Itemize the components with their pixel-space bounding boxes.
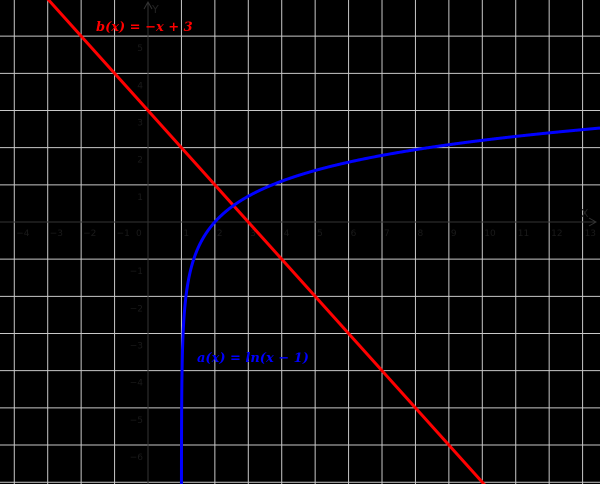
a-function-label: a(x) = ln(x − 1) (197, 351, 309, 366)
y-tick-label: −2 (130, 304, 143, 314)
origin-label: 0 (136, 229, 142, 239)
x-axis-arrow-icon (588, 217, 598, 227)
y-axis-arrow-icon (143, 0, 153, 10)
b-function-curve (46, 0, 486, 484)
x-tick-label: 4 (284, 229, 290, 239)
x-tick-label: 8 (417, 229, 423, 239)
y-tick-label: −6 (130, 453, 144, 463)
y-tick-label: −1 (130, 267, 143, 277)
x-tick-label: −2 (83, 229, 96, 239)
x-tick-label: 3 (250, 229, 256, 239)
x-tick-label: 13 (585, 229, 596, 239)
x-tick-label: −1 (117, 229, 130, 239)
x-tick-label: 1 (183, 229, 189, 239)
x-tick-label: 10 (484, 229, 496, 239)
y-tick-label: −3 (130, 342, 143, 352)
x-tick-label: −3 (50, 229, 63, 239)
y-tick-label: 5 (137, 44, 143, 54)
y-tick-label: 3 (137, 118, 143, 128)
y-tick-label: −5 (130, 416, 143, 426)
x-axis-title: X (581, 207, 589, 220)
a-function-curve (179, 126, 600, 484)
y-tick-label: 1 (137, 193, 143, 203)
x-tick-label: 11 (518, 229, 529, 239)
y-tick-label: 2 (137, 156, 143, 166)
x-tick-label: 7 (384, 229, 390, 239)
x-tick-label: 5 (317, 229, 323, 239)
x-tick-label: 9 (451, 229, 457, 239)
x-tick-label: −4 (16, 229, 30, 239)
y-tick-label: 4 (137, 81, 143, 91)
x-tick-label: 12 (551, 229, 562, 239)
tick-labels: −4 −3 −2 −1 1 2 3 4 5 6 7 8 9 10 11 12 1354321−1−2−3−4−5… (16, 44, 596, 463)
x-tick-label: 6 (351, 229, 357, 239)
b-function-label: b(x) = −x + 3 (96, 20, 193, 35)
y-axis-title: Y (151, 3, 159, 16)
x-tick-label: 2 (217, 229, 223, 239)
y-tick-label: −4 (130, 379, 144, 389)
curves (46, 0, 600, 484)
